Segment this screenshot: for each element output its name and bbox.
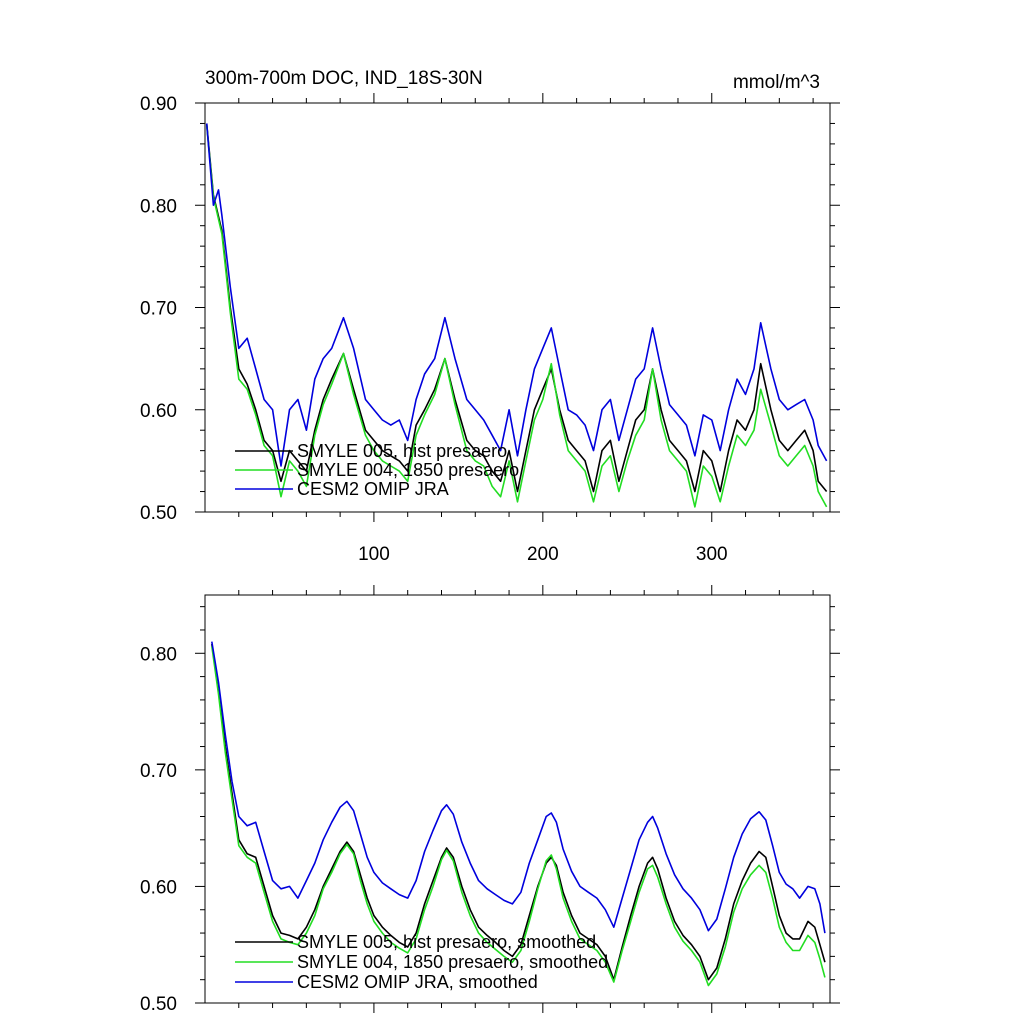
top-y-tick-label: 0.90 xyxy=(140,94,177,115)
top-panel-units: mmol/m^3 xyxy=(733,72,820,93)
bottom-y-tick-label: 0.50 xyxy=(140,994,177,1015)
bottom-legend-label-0: SMYLE 005, hist presaero, smoothed xyxy=(297,932,596,952)
top-legend-label-0: SMYLE 005, hist presaero xyxy=(297,441,507,461)
bottom-y-tick-label: 0.70 xyxy=(140,761,177,782)
bottom-legend-label-2: CESM2 OMIP JRA, smoothed xyxy=(297,972,538,992)
top-legend-label-2: CESM2 OMIP JRA xyxy=(297,479,449,499)
top-y-tick-label: 0.50 xyxy=(140,503,177,524)
bottom-y-tick-label: 0.60 xyxy=(140,877,177,898)
top-y-tick-label: 0.60 xyxy=(140,401,177,422)
bottom-series-line-1 xyxy=(211,646,826,987)
bottom-plot-frame xyxy=(204,594,831,1004)
bottom-series-line-2 xyxy=(211,641,826,934)
top-series-line-1 xyxy=(205,125,828,508)
bottom-y-tick-label: 0.80 xyxy=(140,644,177,665)
top-legend-label-1: SMYLE 004, 1850 presaero xyxy=(297,460,519,480)
top-panel: 300m-700m DOC, IND_18S-30N mmol/m^3 100 2… xyxy=(140,68,840,565)
top-y-tick-label: 0.70 xyxy=(140,299,177,320)
bottom-panel: 0.50 0.60 0.70 0.80 SMYLE 005, hist presaero… xyxy=(140,585,840,1015)
bottom-series-line-0 xyxy=(211,643,826,981)
top-series-line-0 xyxy=(205,123,828,493)
top-x-tick-label: 200 xyxy=(527,544,559,565)
top-x-tick-label: 300 xyxy=(696,544,728,565)
top-y-tick-label: 0.80 xyxy=(140,196,177,217)
bottom-legend-label-1: SMYLE 004, 1850 presaero, smoothed xyxy=(297,952,608,972)
top-series-line-2 xyxy=(205,123,828,467)
top-x-tick-label: 100 xyxy=(358,544,390,565)
top-panel-title: 300m-700m DOC, IND_18S-30N xyxy=(205,68,483,89)
